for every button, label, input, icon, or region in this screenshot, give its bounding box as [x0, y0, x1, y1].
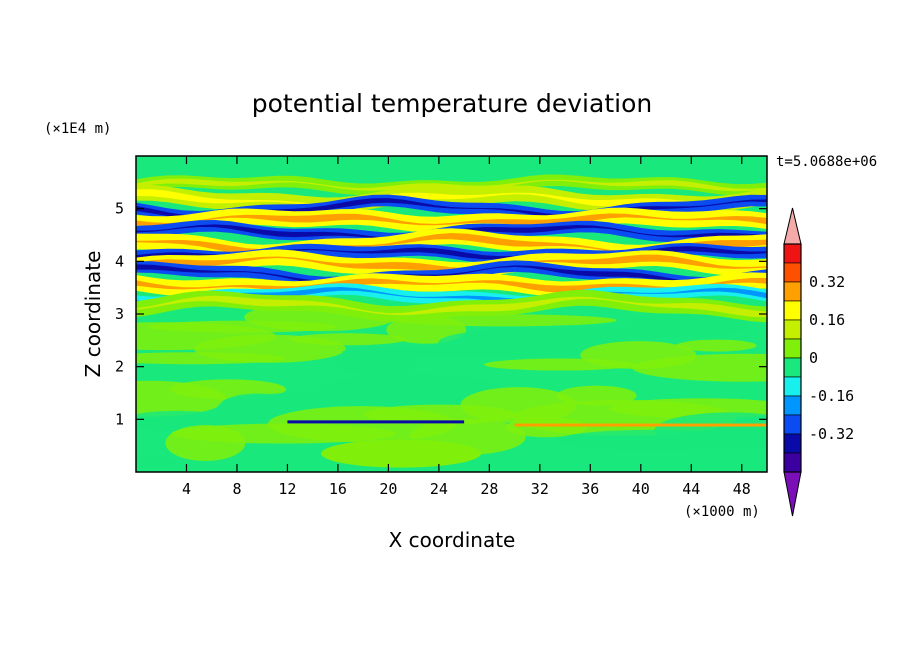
- colorbar-swatch: [783, 243, 802, 264]
- x-tick-label: 8: [232, 480, 241, 498]
- y-tick-label: 2: [115, 358, 124, 376]
- y-unit-label: (×1E4 m): [44, 121, 111, 137]
- colorbar: 0.32 0.16 0 -0.16 -0.32: [783, 207, 854, 517]
- colorbar-extend-min: [783, 471, 802, 517]
- colorbar-tick-label: 0.32: [809, 273, 845, 291]
- x-tick-label: 20: [379, 480, 397, 498]
- contour-band: [136, 249, 767, 279]
- y-axis-label: Z coordinate: [81, 251, 105, 378]
- y-tick-label: 5: [115, 200, 124, 218]
- contour-band-core: [136, 287, 767, 305]
- y-tick-label: 4: [115, 252, 124, 270]
- colorbar-swatch: [783, 414, 802, 435]
- contour-patch: [506, 417, 587, 438]
- contour-patch: [558, 429, 747, 450]
- contour-patch: [136, 380, 226, 417]
- contour-patch: [632, 353, 767, 382]
- x-tick-label: 28: [480, 480, 498, 498]
- contour-band-core: [136, 178, 767, 192]
- x-tick-label: 32: [531, 480, 549, 498]
- contour-patch: [136, 352, 286, 365]
- colorbar-swatch: [783, 281, 802, 302]
- colorbar-frame: [783, 243, 802, 473]
- y-tick-label: 1: [115, 410, 124, 428]
- x-unit-label: (×1000 m): [684, 504, 760, 520]
- contour-patch: [335, 347, 416, 376]
- chart-title: potential temperature deviation: [252, 89, 652, 118]
- colorbar-swatch: [783, 338, 802, 359]
- time-label: t=5.0688e+06: [776, 154, 877, 170]
- colorbar-swatch: [783, 452, 802, 473]
- colorbar-swatch: [783, 300, 802, 321]
- colorbar-swatch: [783, 433, 802, 454]
- colorbar-swatch: [783, 319, 802, 340]
- colorbar-swatch: [783, 395, 802, 416]
- colorbar-tick-label: 0.16: [809, 311, 845, 329]
- x-axis-ticks: 4 8 12 16 20 24 28 32 36 40 44 48: [182, 156, 751, 498]
- colorbar-tick-label: -0.32: [809, 425, 854, 443]
- contour-band-core: [136, 213, 767, 227]
- contour-streak: [287, 420, 465, 424]
- contour-patch: [136, 455, 176, 468]
- colorbar-swatch: [783, 376, 802, 397]
- x-axis-label: X coordinate: [389, 528, 516, 552]
- x-tick-label: 16: [329, 480, 347, 498]
- contour-band-core: [136, 189, 767, 208]
- colorbar-swatch: [783, 262, 802, 283]
- contour-patch: [165, 425, 246, 462]
- x-tick-label: 40: [632, 480, 650, 498]
- contour-patch: [676, 339, 757, 352]
- x-tick-label: 36: [581, 480, 599, 498]
- plot-area: [135, 155, 768, 473]
- x-tick-label: 24: [430, 480, 448, 498]
- contour-band-core: [136, 295, 767, 318]
- x-tick-label: 12: [278, 480, 296, 498]
- contour-band: [136, 283, 767, 309]
- colorbar-extend-max: [783, 207, 802, 245]
- x-tick-label: 44: [682, 480, 700, 498]
- y-axis-ticks: 1 2 3 4 5: [115, 200, 767, 428]
- contour-streak: [514, 423, 767, 427]
- contour-patch: [321, 439, 482, 468]
- contour-band-core: [136, 254, 767, 273]
- colorbar-tick-label: 0: [809, 349, 818, 367]
- colorbar-tick-label: -0.16: [809, 387, 854, 405]
- contour-patch: [484, 358, 637, 371]
- contour-band-core: [136, 264, 767, 285]
- x-tick-label: 48: [733, 480, 751, 498]
- contour-fill: [136, 156, 767, 472]
- y-tick-label: 3: [115, 305, 124, 323]
- colorbar-swatch: [783, 357, 802, 378]
- x-tick-label: 4: [182, 480, 191, 498]
